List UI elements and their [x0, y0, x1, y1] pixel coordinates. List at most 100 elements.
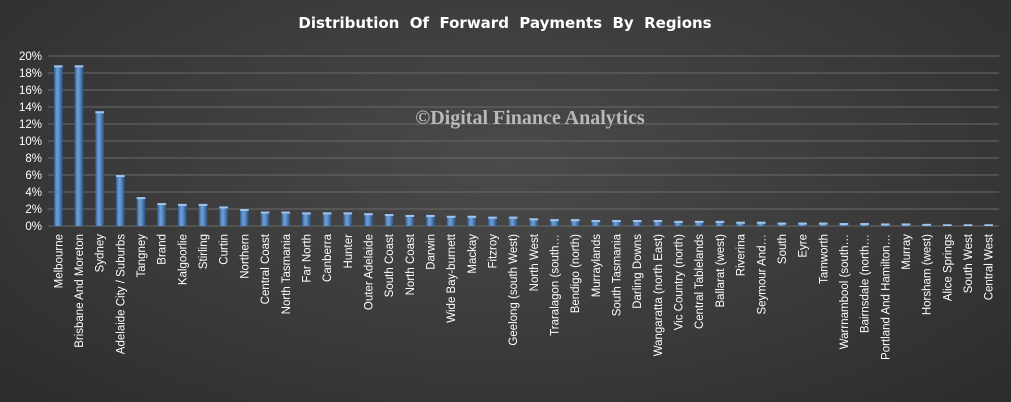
x-tick-label: Tangney	[136, 234, 148, 278]
x-tick-label: Bairnsdale (north…	[860, 234, 872, 333]
x-tick-label: Sydney	[95, 234, 107, 273]
gridlines	[48, 55, 999, 227]
y-axis: 0% 2% 4% 6% 8% 10% 12% 14% 16% 18% 20%	[19, 51, 42, 233]
bar	[198, 203, 208, 226]
x-tick-label: Brisbane And Moreton	[74, 234, 86, 348]
x-tick-label: Fitzroy	[487, 234, 499, 269]
bar-cap	[880, 223, 890, 226]
bar-cap	[467, 215, 477, 218]
bar-cap	[901, 223, 911, 226]
bar	[529, 218, 539, 226]
x-tick-label: Stirling	[198, 234, 210, 269]
bar-cap	[405, 214, 415, 217]
x-tick-label: Outer Adelaide	[363, 234, 375, 310]
bar-cap	[529, 218, 539, 221]
y-tick-label: 0%	[25, 221, 42, 233]
bar	[632, 220, 642, 226]
bar-cap	[446, 215, 456, 218]
bar	[570, 219, 580, 226]
x-tick-label: Portland And Hamilton…	[880, 234, 892, 360]
bar	[736, 221, 745, 226]
bar	[260, 211, 270, 226]
x-tick-label: Darwin	[425, 234, 437, 270]
bar-cap	[281, 211, 291, 214]
bar-cap	[715, 220, 725, 223]
x-tick-label: Seymour And…	[756, 234, 768, 315]
bar-cap	[219, 206, 229, 209]
bar	[136, 197, 146, 226]
bar-cap	[632, 220, 642, 223]
bar-cap	[322, 212, 332, 215]
bar-cap	[922, 223, 931, 226]
bar-cap	[963, 224, 973, 226]
bar	[715, 220, 725, 226]
x-tick-label: Kalgoorlie	[177, 234, 189, 285]
y-tick-label: 4%	[25, 187, 42, 199]
bar-cap	[136, 197, 146, 200]
x-tick-label: Alice Springs	[942, 234, 954, 301]
bar-cap	[860, 223, 869, 226]
x-tick-label: Canberra	[322, 233, 334, 282]
x-tick-label: Ballarat (west)	[715, 234, 727, 308]
bar	[694, 220, 704, 226]
x-tick-label: Murray	[901, 234, 913, 270]
x-tick-label: Far North	[301, 234, 313, 283]
y-tick-label: 8%	[25, 153, 42, 165]
bar-cap	[756, 221, 766, 224]
bar	[116, 175, 125, 226]
x-tick-label: Bendigo (north)	[570, 234, 582, 313]
x-tick-label: Vic Country (north)	[674, 234, 686, 330]
bar	[240, 209, 249, 226]
y-tick-label: 6%	[25, 170, 42, 182]
chart-title: Distribution Of Forward Payments By Regi…	[298, 14, 711, 32]
bar-cap	[53, 65, 63, 68]
bar-cap	[95, 111, 105, 114]
bar-cap	[116, 175, 125, 177]
x-tick-label: Central West	[984, 233, 996, 300]
y-tick-label: 10%	[19, 136, 42, 148]
bar-cap	[612, 220, 621, 223]
bar-cap	[550, 219, 559, 222]
bar	[95, 111, 105, 226]
bar-cap	[74, 65, 84, 68]
bar-cap	[798, 222, 807, 225]
bar	[405, 214, 415, 226]
x-tick-label: Northern	[239, 234, 251, 279]
x-tick-label: Wide Bay-burnett	[446, 233, 458, 323]
bar-cap	[488, 216, 497, 219]
x-tick-label: Central Coast	[260, 233, 272, 304]
bar	[343, 212, 353, 226]
x-tick-label: Curtin	[219, 234, 231, 265]
bar-cap	[777, 222, 787, 225]
x-tick-label: Murraylands	[591, 234, 603, 298]
bar-cap	[736, 221, 745, 224]
bar-cap	[508, 216, 518, 219]
bar	[674, 220, 683, 226]
bar-cap	[426, 214, 435, 217]
bar	[508, 216, 518, 226]
x-tick-label: Adelaide City / Suburbs	[115, 234, 127, 354]
x-tick-label: Traralagon (south…	[550, 234, 562, 336]
y-tick-label: 16%	[19, 85, 42, 97]
x-tick-label: Horsham (west)	[922, 234, 934, 315]
x-tick-label: Tamworth	[818, 234, 830, 284]
bar-cap	[653, 220, 663, 223]
x-tick-label: Warrnambool (south…	[839, 234, 851, 349]
x-tick-label: Riverina	[736, 233, 748, 276]
y-tick-label: 2%	[25, 204, 42, 216]
bars	[53, 65, 994, 226]
bar-cap	[240, 209, 249, 211]
x-tick-label: Geelong (south West)	[508, 234, 520, 346]
bar-cap	[818, 222, 828, 225]
y-tick-label: 18%	[19, 68, 42, 80]
y-tick-label: 14%	[19, 102, 42, 114]
bar	[178, 203, 187, 226]
bar-cap	[198, 203, 208, 206]
bar-cap	[839, 223, 849, 226]
bar	[384, 214, 394, 226]
bar-cap	[570, 219, 580, 222]
bar	[756, 221, 766, 226]
bar-cap	[343, 212, 353, 215]
x-tick-label: North Coast	[405, 233, 417, 295]
